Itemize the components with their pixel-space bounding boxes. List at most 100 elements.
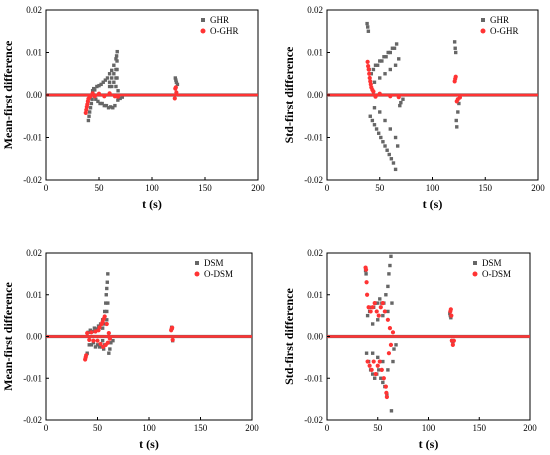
data-point [114, 57, 118, 61]
data-point [89, 101, 94, 106]
x-axis-label: t (s) [419, 437, 439, 451]
y-tick-label: 0.01 [307, 48, 323, 58]
x-tick-label: 50 [375, 183, 385, 193]
data-point [386, 50, 390, 55]
data-point [373, 376, 377, 380]
data-point [383, 118, 387, 123]
legend-label: GHR [210, 15, 229, 25]
data-point [377, 359, 382, 364]
data-point [87, 337, 92, 342]
data-point [110, 76, 114, 80]
data-point [363, 267, 369, 272]
data-point [449, 313, 454, 318]
series-o-ghr [46, 85, 258, 115]
data-point [393, 135, 398, 140]
data-point [105, 286, 109, 291]
data-point [384, 394, 389, 400]
legend-label: O-DSM [204, 269, 233, 279]
legend-marker [194, 271, 200, 277]
data-point [100, 326, 105, 330]
x-tick-label: 50 [93, 423, 103, 433]
x-tick-label: 150 [194, 423, 208, 433]
data-point [104, 301, 108, 305]
legend-marker [473, 261, 477, 265]
data-point [376, 318, 380, 322]
data-point [112, 63, 116, 67]
data-point [97, 325, 102, 330]
data-point [174, 90, 179, 95]
data-point [376, 131, 381, 135]
data-point [381, 380, 385, 385]
data-point [87, 110, 92, 114]
data-point [450, 342, 455, 347]
data-point [378, 297, 382, 301]
data-point [108, 347, 112, 351]
y-tick-label: 0.00 [307, 332, 323, 342]
data-point [93, 345, 98, 349]
data-point [115, 59, 119, 63]
legend-marker [472, 271, 478, 277]
data-point [370, 118, 375, 123]
legend-label: GHR [490, 15, 509, 25]
data-point [107, 336, 112, 341]
data-point [382, 309, 387, 314]
y-tick-label: -0.01 [23, 373, 42, 383]
data-point [453, 46, 457, 50]
data-point [174, 80, 179, 84]
data-point [394, 343, 398, 347]
data-point [116, 89, 120, 93]
y-tick-label: 0.00 [307, 90, 323, 100]
data-point [93, 88, 97, 92]
data-point [364, 292, 370, 297]
y-tick-label: -0.02 [304, 175, 323, 185]
data-point [367, 75, 372, 81]
data-point [173, 76, 178, 80]
data-point [454, 118, 458, 123]
data-point [389, 254, 393, 259]
data-point [107, 72, 112, 76]
data-point [102, 103, 106, 108]
data-point [366, 67, 371, 72]
legend-label: DSM [204, 258, 224, 268]
series-dsm [46, 272, 252, 355]
data-point [116, 98, 120, 102]
data-point [387, 272, 391, 276]
data-point [92, 94, 97, 99]
data-point [448, 311, 452, 316]
data-point [394, 42, 399, 46]
y-tick-label: 0.00 [26, 332, 42, 342]
data-point [85, 331, 90, 336]
data-point [174, 78, 178, 82]
data-point [89, 330, 94, 335]
data-point [378, 76, 382, 80]
legend-label: O-GHR [490, 26, 519, 36]
data-point [105, 340, 110, 345]
data-point [382, 55, 386, 59]
data-point [372, 106, 377, 110]
data-point [97, 83, 101, 88]
data-point [376, 301, 380, 305]
legend-label: O-DSM [482, 269, 511, 279]
data-point [367, 363, 372, 368]
x-tick-label: 150 [479, 183, 493, 193]
data-point [381, 376, 386, 381]
data-point [371, 67, 376, 72]
data-point [96, 91, 102, 96]
data-point [370, 372, 375, 376]
data-point [378, 59, 382, 63]
data-point [384, 55, 388, 59]
x-tick-label: 50 [95, 183, 105, 193]
data-point [381, 359, 385, 364]
data-point [369, 72, 374, 76]
series-ghr [46, 49, 258, 123]
data-point [393, 63, 398, 67]
data-point [370, 305, 375, 310]
data-point [87, 343, 91, 347]
series-o-dsm [327, 265, 530, 400]
y-axis-label: Std-first difference [282, 287, 296, 384]
data-point [97, 345, 102, 349]
data-point [448, 307, 453, 312]
